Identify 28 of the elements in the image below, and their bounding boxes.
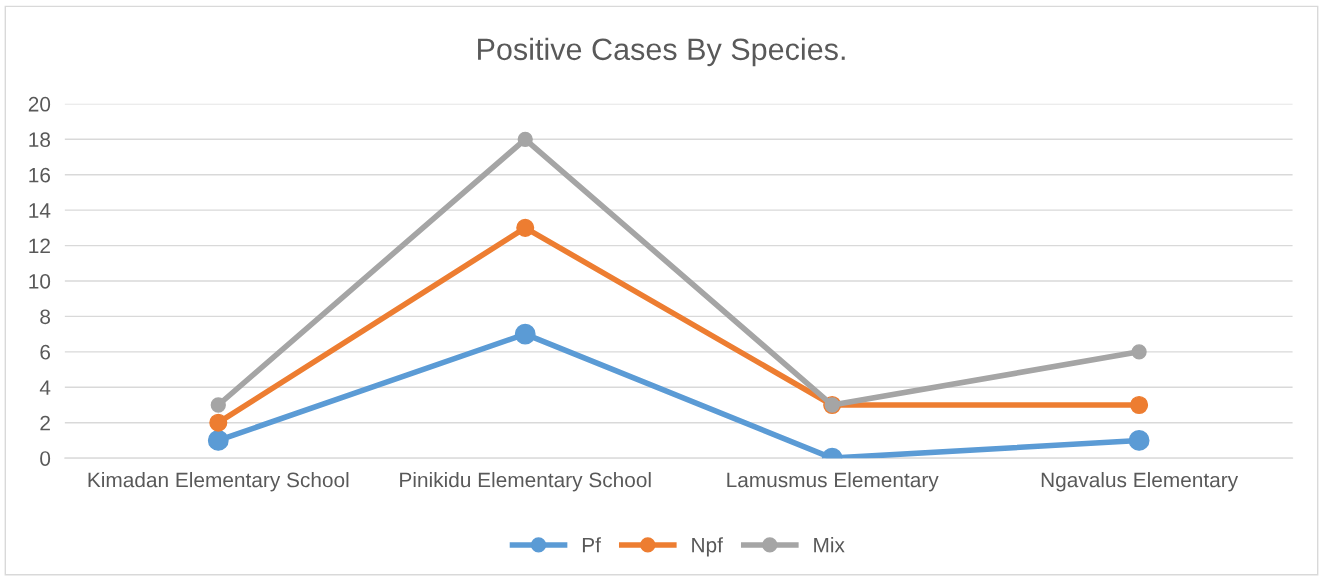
x-tick-label: Kimadan Elementary School — [88, 472, 349, 492]
y-tick-label: 0 — [40, 451, 51, 466]
point — [516, 218, 535, 237]
point — [1130, 395, 1149, 415]
y-tick-label: 14 — [29, 203, 51, 218]
point — [517, 131, 533, 147]
point — [209, 413, 228, 432]
point — [207, 430, 229, 451]
chart-title: Positive Cases By Species. — [478, 37, 845, 67]
y-tick-label: 12 — [29, 238, 50, 254]
point — [210, 397, 226, 413]
legend-label: Mix — [814, 537, 845, 553]
legend-label: Npf — [692, 537, 723, 557]
point — [514, 323, 536, 345]
x-tick-label: Ngavalus Elementary — [1041, 472, 1239, 492]
y-tick-label: 4 — [39, 380, 51, 395]
x-tick-label: Lamusmus Elementary — [727, 472, 939, 492]
legend-label: Pf — [582, 537, 601, 553]
x-tick-label: Pinikidu Elementary School — [400, 472, 651, 492]
point — [1131, 344, 1147, 360]
y-tick-label: 10 — [29, 274, 51, 289]
point — [1128, 430, 1150, 451]
y-tick-label: 18 — [29, 132, 51, 148]
y-tick-label: 8 — [40, 309, 51, 325]
y-tick-label: 16 — [29, 167, 51, 183]
y-tick-label: 2 — [40, 415, 50, 431]
y-tick-label: 6 — [40, 344, 51, 360]
y-tick-label: 20 — [28, 96, 51, 112]
